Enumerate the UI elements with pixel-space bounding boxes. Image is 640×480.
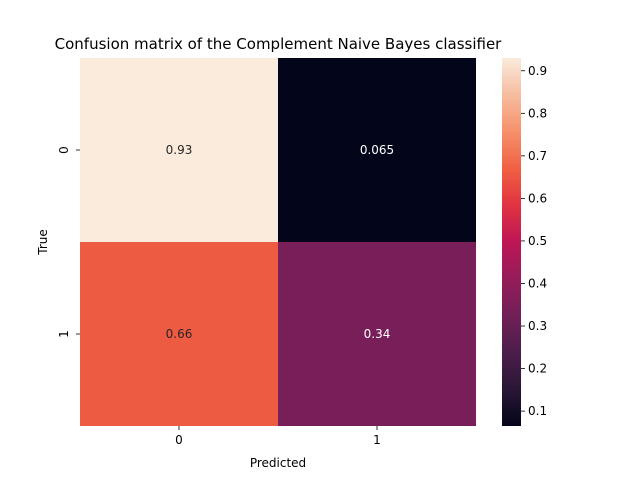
colorbar-tick-label-7: 0.8 (528, 106, 547, 120)
x-tick-label-1: 1 (373, 433, 381, 447)
colorbar-tick-label-8: 0.9 (528, 64, 547, 78)
x-tick-label-0: 0 (175, 433, 183, 447)
y-tick-label-0: 0 (57, 146, 71, 154)
cell-value-0-1: 0.065 (360, 143, 394, 157)
heatmap-cell-1-0 (80, 242, 278, 426)
heatmap-cell-1-1 (278, 242, 476, 426)
colorbar-tick-label-2: 0.3 (528, 319, 547, 333)
cell-value-0-0: 0.93 (166, 143, 193, 157)
cell-value-1-0: 0.66 (166, 327, 193, 341)
y-tick-label-1: 1 (57, 330, 71, 338)
colorbar-tick-label-3: 0.4 (528, 276, 547, 290)
heatmap-cell-0-1 (278, 58, 476, 242)
x-axis-label: Predicted (250, 456, 306, 470)
cell-value-1-1: 0.34 (364, 327, 391, 341)
y-axis-label: True (36, 229, 50, 256)
heatmap-cell-0-0 (80, 58, 278, 242)
y-axis-ticks: 01 (57, 146, 80, 338)
chart-title: Confusion matrix of the Complement Naive… (55, 35, 503, 53)
heatmap-grid: 0.93 0.065 0.66 0.34 (80, 58, 476, 426)
colorbar-tick-label-1: 0.2 (528, 362, 547, 376)
colorbar-tick-label-4: 0.5 (528, 234, 547, 248)
colorbar-tick-label-5: 0.6 (528, 191, 547, 205)
colorbar-tick-label-6: 0.7 (528, 149, 547, 163)
colorbar-ticks: 0.1 0.2 0.3 0.4 0.5 0.6 0.7 0.8 0.9 (521, 64, 547, 418)
colorbar (502, 58, 521, 426)
colorbar-tick-label-0: 0.1 (528, 404, 547, 418)
